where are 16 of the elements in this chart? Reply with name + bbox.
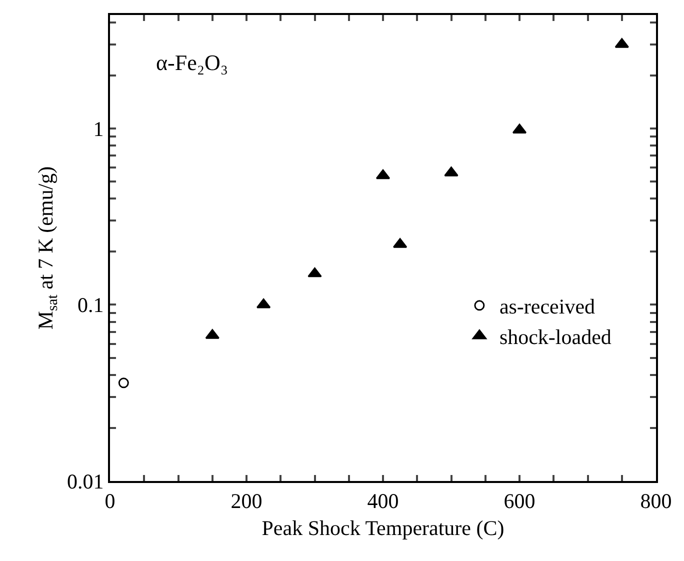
x-tick-label: 800 xyxy=(640,489,672,514)
legend-label: as-received xyxy=(499,294,596,319)
point xyxy=(256,298,271,308)
y-tick-label: 0.01 xyxy=(67,469,104,494)
point xyxy=(376,169,390,180)
annotation: α-Fe₂O₃ xyxy=(156,50,228,75)
x-tick-label: 400 xyxy=(367,489,399,514)
x-tick-label: 200 xyxy=(230,489,262,514)
x-tick-label: 600 xyxy=(504,489,536,514)
y-tick-label: 0.1 xyxy=(78,293,104,318)
point xyxy=(118,378,129,388)
y-tick-label: 1 xyxy=(93,116,104,141)
legend-label: shock-loaded xyxy=(499,324,612,349)
x-tick-label: 0 xyxy=(104,489,116,514)
point xyxy=(308,267,322,278)
x-axis-title: Peak Shock Temperature (C) xyxy=(262,516,504,540)
